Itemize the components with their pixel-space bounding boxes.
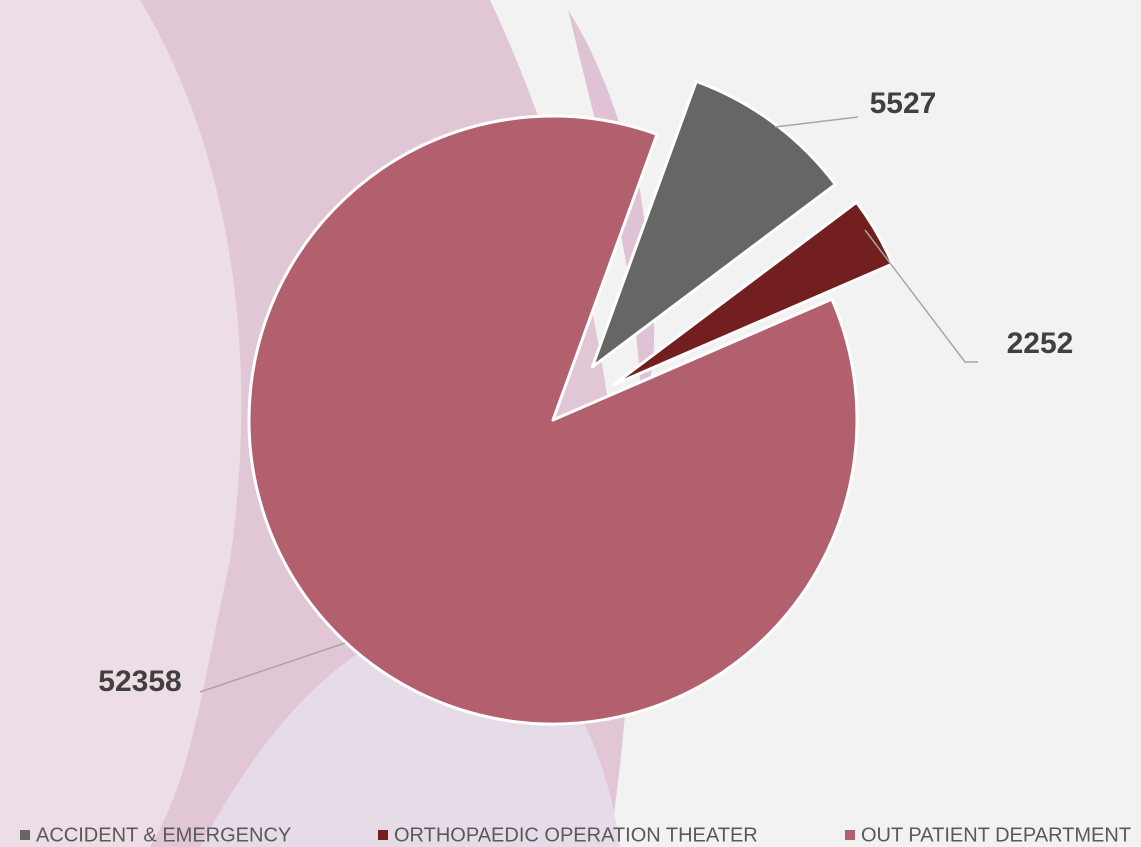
legend-swatch [20, 830, 30, 840]
page: 5527 2252 52358 ACCIDENT & EMERGENCY ORTHOP… [0, 0, 1141, 847]
chart: 5527 2252 52358 ACCIDENT & EMERGENCY ORTHOP… [0, 0, 1141, 847]
legend-swatch [845, 830, 855, 840]
data-label: 52358 [98, 665, 181, 698]
legend-label: OUT PATIENT DEPARTMENT [861, 824, 1131, 846]
data-label: 2252 [1007, 327, 1074, 360]
data-label: 5527 [870, 87, 937, 120]
legend-label: ACCIDENT & EMERGENCY [36, 824, 291, 846]
legend: ACCIDENT & EMERGENCY ORTHOPAEDIC OPERATIO… [20, 824, 1131, 846]
legend-label: ORTHOPAEDIC OPERATION THEATER [394, 824, 758, 846]
legend-swatch [378, 830, 388, 840]
